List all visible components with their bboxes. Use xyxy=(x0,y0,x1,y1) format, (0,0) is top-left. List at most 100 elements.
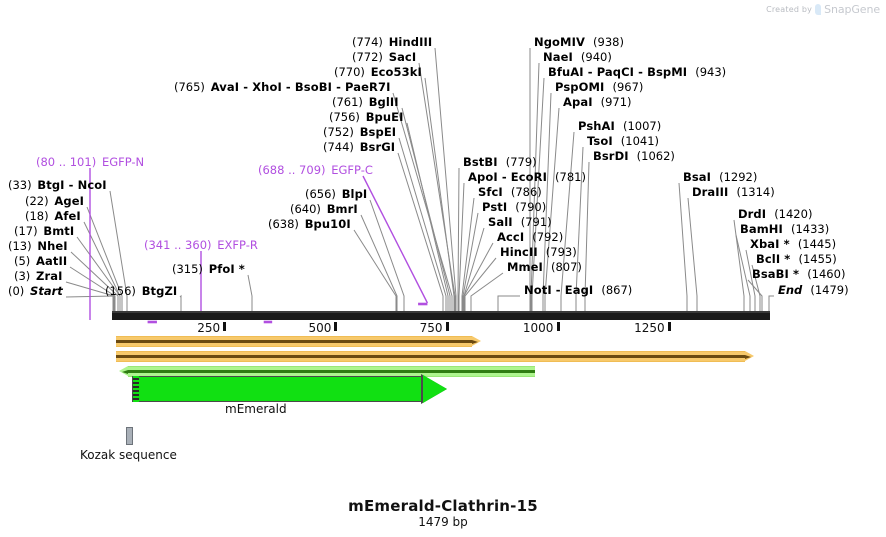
site-label-aatii[interactable]: (5) AatII xyxy=(14,254,67,268)
site-name: End xyxy=(778,283,803,297)
site-name: TsoI xyxy=(587,134,613,148)
site-position: (786) xyxy=(510,185,542,199)
site-label-sfci[interactable]: SfcI (786) xyxy=(478,185,542,199)
site-label-bstbi[interactable]: BstBI (779) xyxy=(463,155,537,169)
site-label-hincii[interactable]: HincII (793) xyxy=(500,245,577,259)
site-label-bsabi[interactable]: BsaBI * (1460) xyxy=(752,267,845,281)
site-position: (1062) xyxy=(636,149,675,163)
site-position: (5) xyxy=(14,254,31,268)
site-label-pshai[interactable]: PshAI (1007) xyxy=(578,119,661,133)
kozak-chip-icon[interactable] xyxy=(126,427,133,445)
site-label-naei[interactable]: NaeI (940) xyxy=(543,50,612,64)
feature-orf-1[interactable] xyxy=(116,336,472,347)
snapgene-watermark: Created by SnapGene xyxy=(766,3,880,16)
kozak-sequence-marker[interactable] xyxy=(132,376,139,402)
site-label-bsrdi[interactable]: BsrDI (1062) xyxy=(593,149,675,163)
sequence-backbone[interactable] xyxy=(112,313,770,320)
site-position: (1007) xyxy=(622,119,662,133)
site-label-bamhi[interactable]: BamHI (1433) xyxy=(740,222,829,236)
site-label-btgi-ncoi[interactable]: (33) BtgI - NcoI xyxy=(8,178,107,192)
site-label-nhei[interactable]: (13) NheI xyxy=(8,239,68,253)
site-name: BamHI xyxy=(740,222,783,236)
feature-orf-2[interactable] xyxy=(116,351,745,362)
site-label-pspomi[interactable]: PspOMI (967) xyxy=(555,80,643,94)
site-label-agei[interactable]: (22) AgeI xyxy=(25,194,84,208)
site-name: ZraI xyxy=(36,269,63,283)
site-name: ApaI xyxy=(563,95,593,109)
site-position: (792) xyxy=(532,230,564,244)
primer-name: EXFP-R xyxy=(217,238,258,252)
primer-name: EGFP-C xyxy=(331,163,373,177)
site-label-bmri[interactable]: (640) BmrI xyxy=(290,202,358,216)
site-label-xbai[interactable]: XbaI * (1445) xyxy=(750,237,836,251)
site-label-hindiii[interactable]: (774) HindIII xyxy=(352,35,432,49)
primer-label-egfp-c[interactable]: (688 .. 709) EGFP-C xyxy=(258,163,373,177)
site-label-psti[interactable]: PstI (790) xyxy=(482,200,546,214)
site-name: AatII xyxy=(36,254,68,268)
site-label-bspei[interactable]: (752) BspEI xyxy=(323,125,396,139)
site-label-drdi[interactable]: DrdI (1420) xyxy=(738,207,812,221)
site-position: (18) xyxy=(25,209,49,223)
site-position: (967) xyxy=(612,80,644,94)
site-label-end[interactable]: End (1479) xyxy=(778,283,849,297)
backbone-hairline xyxy=(112,311,770,313)
site-label-zrai[interactable]: (3) ZraI xyxy=(14,269,63,283)
site-label-bfuai-grp[interactable]: BfuAI - PaqCI - BspMI (943) xyxy=(548,65,726,79)
site-label-avai-grp[interactable]: (765) AvaI - XhoI - BsoBI - PaeR7I xyxy=(174,80,390,94)
site-name: BsrGI xyxy=(359,140,396,154)
site-position: (971) xyxy=(600,95,632,109)
site-label-draiii[interactable]: DraIII (1314) xyxy=(692,185,775,199)
site-position: (770) xyxy=(334,65,365,79)
site-position: (943) xyxy=(695,65,727,79)
primer-label-exfp-r[interactable]: (341 .. 360) EXFP-R xyxy=(144,238,258,252)
site-name: BsaBI * xyxy=(752,267,800,281)
site-name: DraIII xyxy=(692,185,729,199)
site-label-bglii[interactable]: (761) BglII xyxy=(332,95,399,109)
site-position: (793) xyxy=(545,245,577,259)
site-position: (761) xyxy=(332,95,363,109)
site-label-bsai[interactable]: BsaI (1292) xyxy=(683,170,757,184)
site-label-mmei[interactable]: MmeI (807) xyxy=(507,260,582,274)
site-label-afei[interactable]: (18) AfeI xyxy=(25,209,81,223)
site-label-bpuei[interactable]: (756) BpuEI xyxy=(329,110,404,124)
ruler-label-750: 750 xyxy=(419,321,443,335)
site-label-sali[interactable]: SalI (791) xyxy=(488,215,552,229)
site-label-pfoi[interactable]: (315) PfoI * xyxy=(172,262,245,276)
site-label-apai[interactable]: ApaI (971) xyxy=(563,95,632,109)
site-name: Start xyxy=(30,284,63,298)
site-label-acci[interactable]: AccI (792) xyxy=(497,230,563,244)
site-label-blpi[interactable]: (656) BlpI xyxy=(305,187,367,201)
site-position: (765) xyxy=(174,80,205,94)
ruler-label-250: 250 xyxy=(197,321,221,335)
site-label-eco53ki[interactable]: (770) Eco53kI xyxy=(334,65,422,79)
site-label-ngomiv[interactable]: NgoMIV (938) xyxy=(534,35,624,49)
watermark-prefix: Created by xyxy=(766,5,813,14)
ruler-tick xyxy=(445,322,449,331)
site-label-bcli[interactable]: BclI * (1455) xyxy=(756,252,837,266)
site-label-btgzi[interactable]: (156) BtgZI xyxy=(105,284,177,298)
feature-core xyxy=(116,355,745,358)
site-label-tsoi[interactable]: TsoI (1041) xyxy=(587,134,659,148)
site-label-bmti[interactable]: (17) BmtI xyxy=(14,224,74,238)
site-name: AccI xyxy=(497,230,525,244)
feature-cds-memerald[interactable] xyxy=(132,374,448,404)
site-name: BmrI xyxy=(326,202,358,216)
site-label-apoi-ecori[interactable]: ApoI - EcoRI (781) xyxy=(468,170,586,184)
site-name: NotI - EagI xyxy=(524,283,594,297)
ruler-tick xyxy=(223,322,227,331)
site-label-bsrgi[interactable]: (744) BsrGI xyxy=(323,140,395,154)
primer-label-egfp-n[interactable]: (80 .. 101) EGFP-N xyxy=(36,155,144,169)
site-label-noti-eagi[interactable]: NotI - EagI (867) xyxy=(524,283,632,297)
site-name: SalI xyxy=(488,215,513,229)
site-name: AgeI xyxy=(54,194,84,208)
snapgene-logo-icon xyxy=(815,4,822,15)
site-label-bpu10i[interactable]: (638) Bpu10I xyxy=(268,217,351,231)
site-position: (22) xyxy=(25,194,49,208)
feature-core xyxy=(116,340,472,343)
ruler-label-500: 500 xyxy=(308,321,332,335)
arrowhead-core xyxy=(472,340,478,344)
site-label-saci[interactable]: (772) SacI xyxy=(352,50,416,64)
site-name: NheI xyxy=(37,239,68,253)
site-label-start[interactable]: (0) Start xyxy=(8,284,63,298)
